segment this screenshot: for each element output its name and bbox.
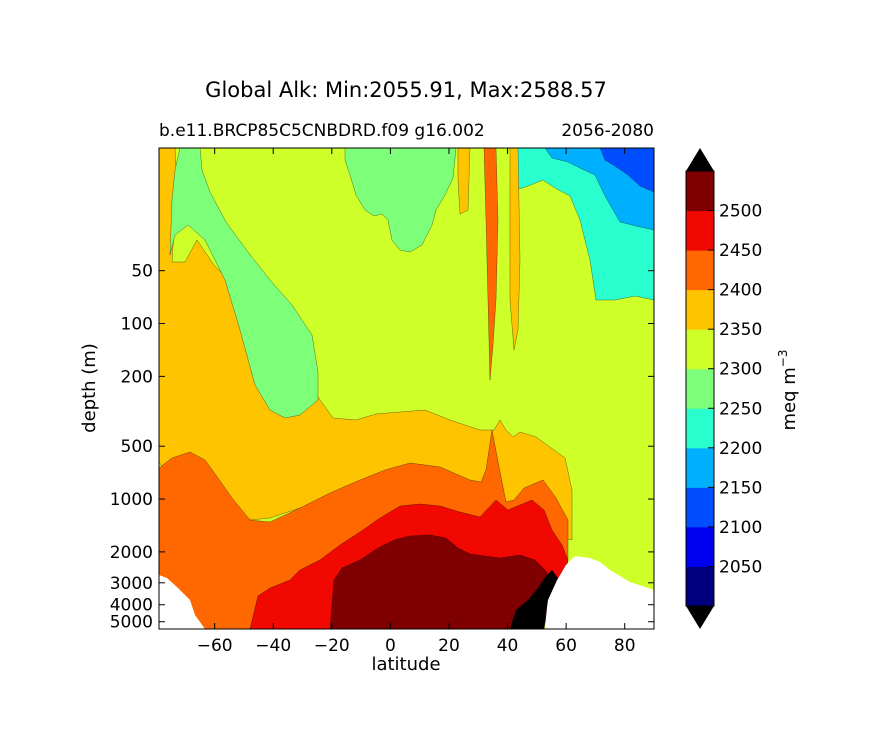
colorbar-segment	[686, 487, 714, 528]
contour-region	[329, 534, 553, 629]
colorbar-tick-label: 2450	[719, 241, 762, 261]
colorbar-segment	[686, 447, 714, 488]
contour-region	[344, 148, 457, 253]
colorbar-frame	[685, 170, 715, 607]
colorbar-segment	[686, 171, 714, 212]
colorbar-tick-label: 2200	[719, 439, 762, 459]
colorbar-extend-min	[686, 606, 714, 629]
contour-region	[509, 148, 521, 351]
colorbar-tick-label: 2100	[719, 518, 762, 538]
y-tick-label: 500	[121, 437, 153, 457]
y-tick-label: 50	[131, 262, 153, 282]
colorbar-segment	[686, 566, 714, 607]
colorbar-segment	[686, 210, 714, 251]
x-tick-label: −20	[314, 636, 350, 656]
x-tick-label: 0	[385, 636, 396, 656]
y-axis-label: depth (m)	[79, 343, 100, 433]
colorbar-tick-label: 2050	[719, 557, 762, 577]
contour-region	[599, 148, 654, 193]
colorbar: 2050 2100 2150 2200 2250 2300 2350 2400 2450 2500	[685, 148, 762, 629]
colorbar-tick-label: 2350	[719, 320, 762, 340]
bottom-below-range	[510, 570, 558, 629]
x-tick-label: 20	[438, 636, 460, 656]
y-tick-label: 3000	[110, 574, 153, 594]
contour-region	[483, 148, 499, 381]
x-axis: −60 −40 −20 0 20 40 60 80	[197, 148, 636, 656]
colorbar-tick-label: 2400	[719, 281, 762, 301]
y-tick-label: 2000	[110, 543, 153, 563]
colorbar-tick-label: 2250	[719, 399, 762, 419]
contour-region	[457, 148, 471, 215]
chart-title: Global Alk: Min:2055.91, Max:2588.57	[205, 78, 607, 102]
y-tick-label: 100	[121, 315, 153, 335]
colorbar-segment	[686, 329, 714, 370]
colorbar-extend-max	[686, 148, 714, 171]
chart-subtitle-right: 2056-2080	[561, 121, 654, 141]
x-tick-label: 80	[614, 636, 636, 656]
x-tick-label: 60	[555, 636, 577, 656]
contour-plot	[159, 148, 654, 629]
chart-subtitle-left: b.e11.BRCP85C5CNBDRD.f09 g16.002	[159, 121, 485, 141]
x-tick-label: −60	[197, 636, 233, 656]
colorbar-segment	[686, 526, 714, 567]
colorbar-tick-label: 2300	[719, 360, 762, 380]
colorbar-label: meq m−3	[776, 350, 800, 431]
plot-frame	[158, 147, 655, 630]
y-tick-label: 1000	[110, 490, 153, 510]
colorbar-segment	[686, 408, 714, 449]
x-tick-label: −40	[255, 636, 291, 656]
colorbar-segment	[686, 250, 714, 291]
colorbar-label-exponent: −3	[776, 350, 790, 368]
colorbar-tick-label: 2150	[719, 478, 762, 498]
colorbar-segment	[686, 289, 714, 330]
contour-region	[169, 148, 319, 419]
land-mask	[159, 575, 205, 629]
land-mask	[545, 556, 654, 629]
y-tick-label: 5000	[110, 613, 153, 633]
x-axis-label: latitude	[371, 654, 440, 675]
colorbar-segment	[686, 368, 714, 409]
y-tick-label: 200	[121, 367, 153, 387]
colorbar-label-text: meq m	[779, 367, 800, 430]
colorbar-tick-label: 2500	[719, 202, 762, 222]
x-tick-label: 40	[497, 636, 519, 656]
y-tick-label: 4000	[110, 596, 153, 616]
